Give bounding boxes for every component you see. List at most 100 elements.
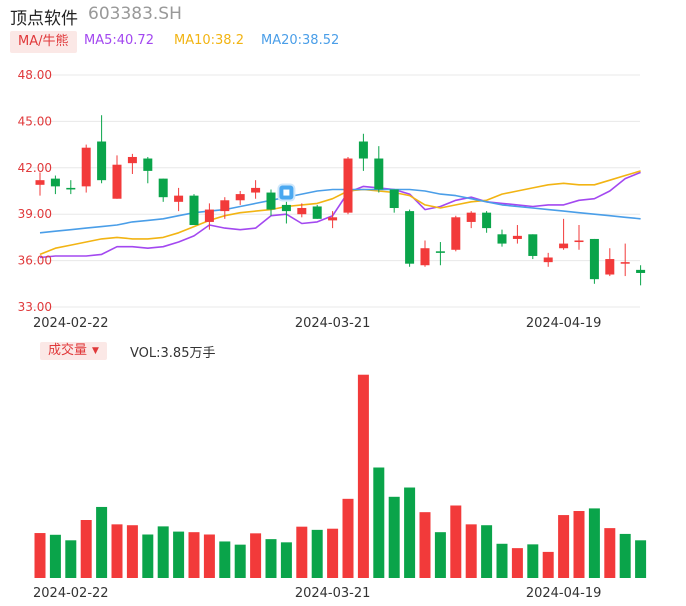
volume-bar xyxy=(588,508,600,578)
candle xyxy=(35,172,45,196)
candle xyxy=(389,189,399,213)
candle xyxy=(528,234,538,260)
candlesticks xyxy=(35,115,646,286)
candle xyxy=(374,146,384,193)
candle xyxy=(543,252,553,267)
candle-body xyxy=(466,212,476,222)
candle-body xyxy=(189,195,199,226)
candle xyxy=(435,242,445,266)
ma10-line xyxy=(39,170,641,256)
candle-body xyxy=(66,187,76,190)
candle xyxy=(220,197,230,219)
candle xyxy=(328,211,338,229)
candle-body xyxy=(636,269,646,273)
volume-bar xyxy=(573,511,585,578)
volume-bar xyxy=(126,525,138,578)
candle-body xyxy=(605,259,615,275)
candle-body xyxy=(343,158,353,213)
candle-body xyxy=(405,211,415,264)
candle-body xyxy=(35,180,45,185)
candle xyxy=(466,211,476,229)
candle-body xyxy=(435,251,445,253)
x-tick-label: 2024-02-22 xyxy=(33,316,109,331)
volume-bar xyxy=(142,534,154,578)
volume-indicator-selector[interactable]: 成交量 ▼ xyxy=(40,342,107,360)
stock-name: 顶点软件 xyxy=(10,9,78,29)
candle-body xyxy=(497,234,507,244)
volume-bar xyxy=(96,506,108,578)
candle-body xyxy=(97,141,107,181)
candle-body xyxy=(112,164,122,199)
volume-bar xyxy=(49,534,61,578)
volume-bar xyxy=(265,539,277,578)
ma5-legend: MA5:40.72 xyxy=(84,33,154,48)
candle xyxy=(112,155,122,199)
volume-bar xyxy=(481,525,493,578)
volume-bar xyxy=(511,548,523,578)
candle xyxy=(81,144,91,193)
volume-bar xyxy=(111,524,123,578)
volume-bar xyxy=(157,526,169,578)
candle-body xyxy=(589,238,599,280)
ma5-line xyxy=(39,171,641,259)
volume-bar xyxy=(65,540,77,578)
candle xyxy=(620,243,630,277)
volume-bar xyxy=(419,512,431,578)
ma-mode-selector[interactable]: MA/牛熊 xyxy=(10,31,77,53)
volume-bar xyxy=(173,531,185,578)
candle xyxy=(143,156,153,184)
volume-bar xyxy=(450,505,462,578)
candle xyxy=(127,153,137,174)
x-tick-label: 2024-03-21 xyxy=(295,316,371,331)
candle-body xyxy=(358,141,368,159)
candle-body xyxy=(251,187,261,193)
candle xyxy=(204,203,214,230)
x-tick-label: 2024-03-21 xyxy=(295,586,371,601)
moving-average-lines xyxy=(39,170,641,259)
ma10-legend: MA10:38.2 xyxy=(174,33,244,48)
volume-bar xyxy=(635,540,647,578)
candle-body xyxy=(528,234,538,256)
candle-body xyxy=(389,189,399,209)
volume-bar xyxy=(34,533,46,578)
candle-body xyxy=(559,243,569,249)
volume-bar xyxy=(203,534,215,578)
volume-bar xyxy=(404,487,416,578)
candle xyxy=(574,225,584,250)
candle xyxy=(589,238,599,284)
x-tick-label: 2024-04-19 xyxy=(526,586,602,601)
candle xyxy=(451,215,461,252)
candle xyxy=(420,240,430,267)
candle xyxy=(189,194,199,226)
candle xyxy=(97,115,107,184)
candle-body xyxy=(297,208,307,215)
volume-bar xyxy=(357,374,369,578)
candle xyxy=(281,201,291,224)
volume-value: VOL:3.85万手 xyxy=(130,346,216,361)
tag-icon xyxy=(277,183,296,202)
candle xyxy=(605,248,615,277)
y-tick-label: 45.00 xyxy=(18,114,52,128)
candle xyxy=(512,225,522,244)
volume-bar xyxy=(80,520,92,578)
candle xyxy=(343,156,353,215)
volume-bar xyxy=(604,528,616,578)
candle-body xyxy=(220,200,230,212)
candle-body xyxy=(451,217,461,250)
volume-bar xyxy=(280,542,292,578)
volume-bars xyxy=(34,374,647,578)
candle xyxy=(497,229,507,247)
volume-mode-label: 成交量 xyxy=(48,343,88,358)
volume-bar xyxy=(542,551,554,578)
volume-bar xyxy=(558,515,570,578)
x-tick-label: 2024-02-22 xyxy=(33,586,109,601)
candle-body xyxy=(620,262,630,264)
caret-down-icon: ▼ xyxy=(92,346,99,356)
candle-body xyxy=(543,257,553,263)
volume-bar xyxy=(619,533,631,578)
ma20-line xyxy=(39,188,641,234)
candle-body xyxy=(127,156,137,164)
volume-bar xyxy=(234,544,246,578)
candle xyxy=(251,180,261,199)
